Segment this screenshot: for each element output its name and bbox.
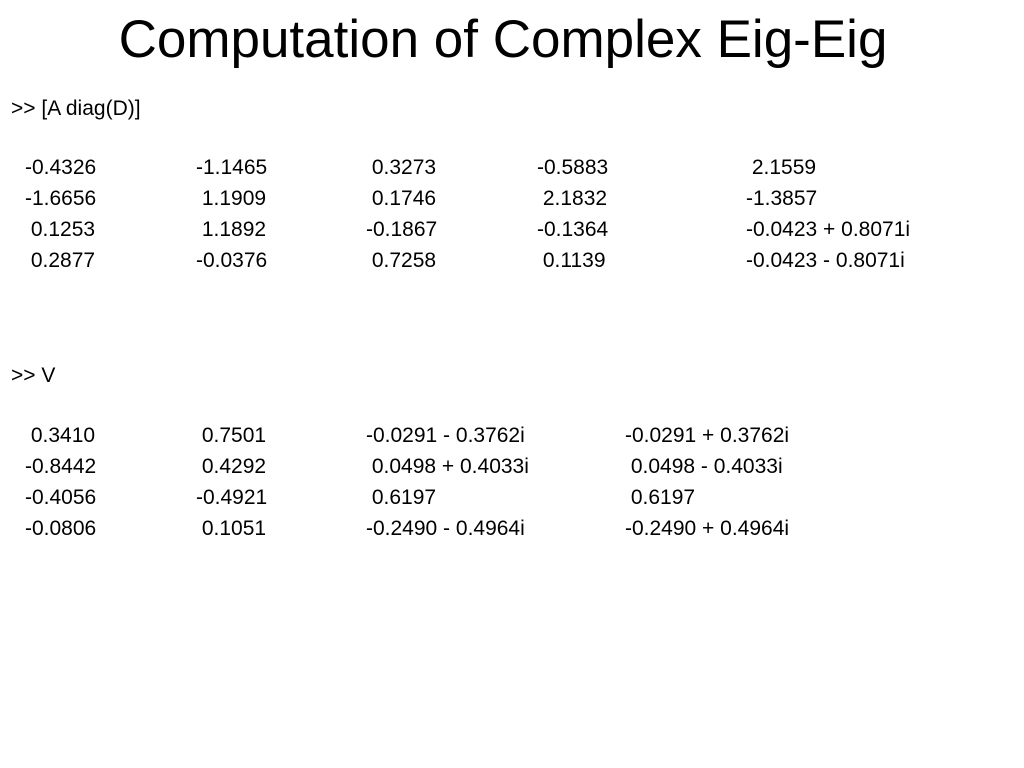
matrix-cell: 0.6197 (366, 486, 437, 509)
matrix-cell: 0.3410 (25, 424, 96, 447)
matrix-cell: 0.1746 (366, 187, 437, 210)
matrix-cell: -0.8442 (25, 455, 97, 478)
matrix-cell: 0.2877 (25, 249, 96, 272)
matrix-cell: -0.4056 (25, 486, 97, 509)
matrix-cell: 0.0498 - 0.4033i (625, 455, 783, 478)
matrix-cell: -0.1364 (537, 218, 609, 241)
matrix-cell: 0.3273 (366, 156, 437, 179)
matrix-cell: -0.0291 - 0.3762i (366, 424, 525, 447)
matrix-cell: 1.1892 (196, 218, 267, 241)
matrix-cell: 0.1051 (196, 517, 267, 540)
slide-title: Computation of Complex Eig-Eig (118, 10, 888, 69)
matrix-cell: -0.5883 (537, 156, 609, 179)
matrix-cell: -0.0423 - 0.8071i (746, 249, 905, 272)
matrix-cell: -0.0423 + 0.8071i (746, 218, 911, 241)
matrix-cell: -1.1465 (196, 156, 268, 179)
command-line-2: >> V (11, 364, 56, 387)
matrix-cell: -0.4326 (25, 156, 97, 179)
matrix-cell: 2.1832 (537, 187, 608, 210)
matrix-cell: 0.7501 (196, 424, 267, 447)
matrix-cell: 2.1559 (746, 156, 817, 179)
matrix-cell: -0.2490 + 0.4964i (625, 517, 790, 540)
command-line-1: >> [A diag(D)] (11, 97, 141, 120)
matrix-cell: -0.0806 (25, 517, 97, 540)
matrix-cell: 1.1909 (196, 187, 267, 210)
matrix-cell: -1.3857 (746, 187, 818, 210)
matrix-cell: -0.0376 (196, 249, 268, 272)
matrix-cell: 0.1139 (537, 249, 606, 272)
matrix-cell: -0.0291 + 0.3762i (625, 424, 790, 447)
matrix-cell: -1.6656 (25, 187, 97, 210)
matrix-cell: 0.1253 (25, 218, 96, 241)
matrix-cell: 0.4292 (196, 455, 267, 478)
matrix-cell: -0.1867 (366, 218, 438, 241)
matrix-cell: 0.0498 + 0.4033i (366, 455, 529, 478)
matrix-cell: 0.7258 (366, 249, 437, 272)
matrix-cell: 0.6197 (625, 486, 696, 509)
matrix-cell: -0.4921 (196, 486, 268, 509)
matrix-cell: -0.2490 - 0.4964i (366, 517, 525, 540)
